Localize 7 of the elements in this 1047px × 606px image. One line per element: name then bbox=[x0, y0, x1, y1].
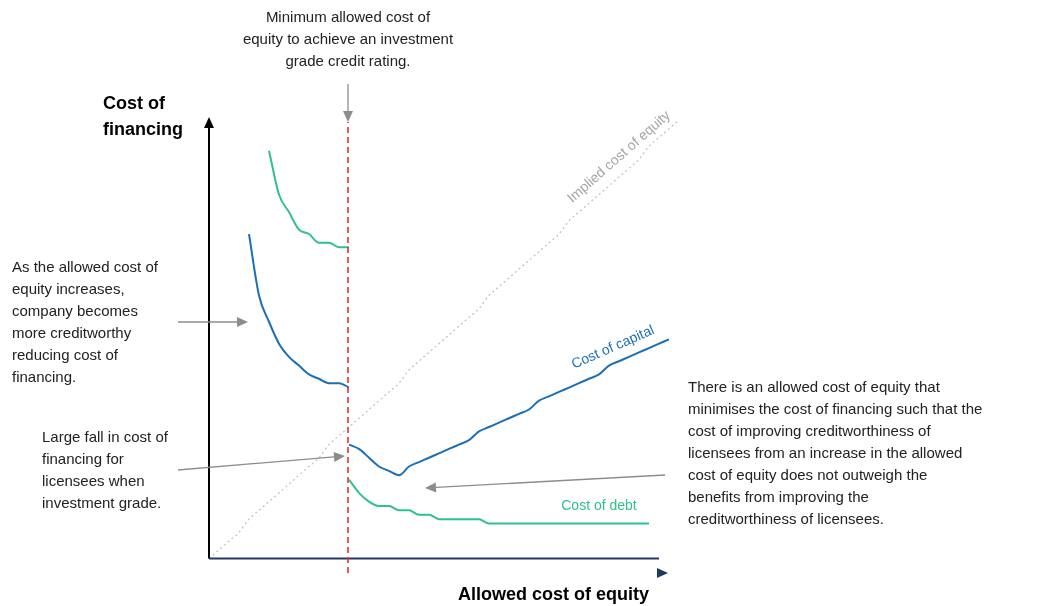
y-axis-title: Cost of financing bbox=[103, 92, 184, 141]
series-label: Cost of debt bbox=[561, 497, 637, 514]
text: There is an allowed cost of equity that minimises the cost of financing such that the cost of improving creditworthiness of licensees from an increase in the allowed cost of equity does not outweigh the benefits from improving the creditworthiness of licensees. bbox=[688, 377, 983, 529]
text: Large fall in cost of financing for licensees when investment grade. bbox=[42, 427, 168, 513]
x-axis-title: Allowed cost of equity bbox=[458, 584, 650, 605]
text: As the allowed cost of equity increases, company becomes more creditworthy reducing cost of financing. bbox=[12, 257, 158, 387]
text: Minimum allowed cost of equity to achieve an investment grade credit rating. bbox=[241, 7, 455, 71]
